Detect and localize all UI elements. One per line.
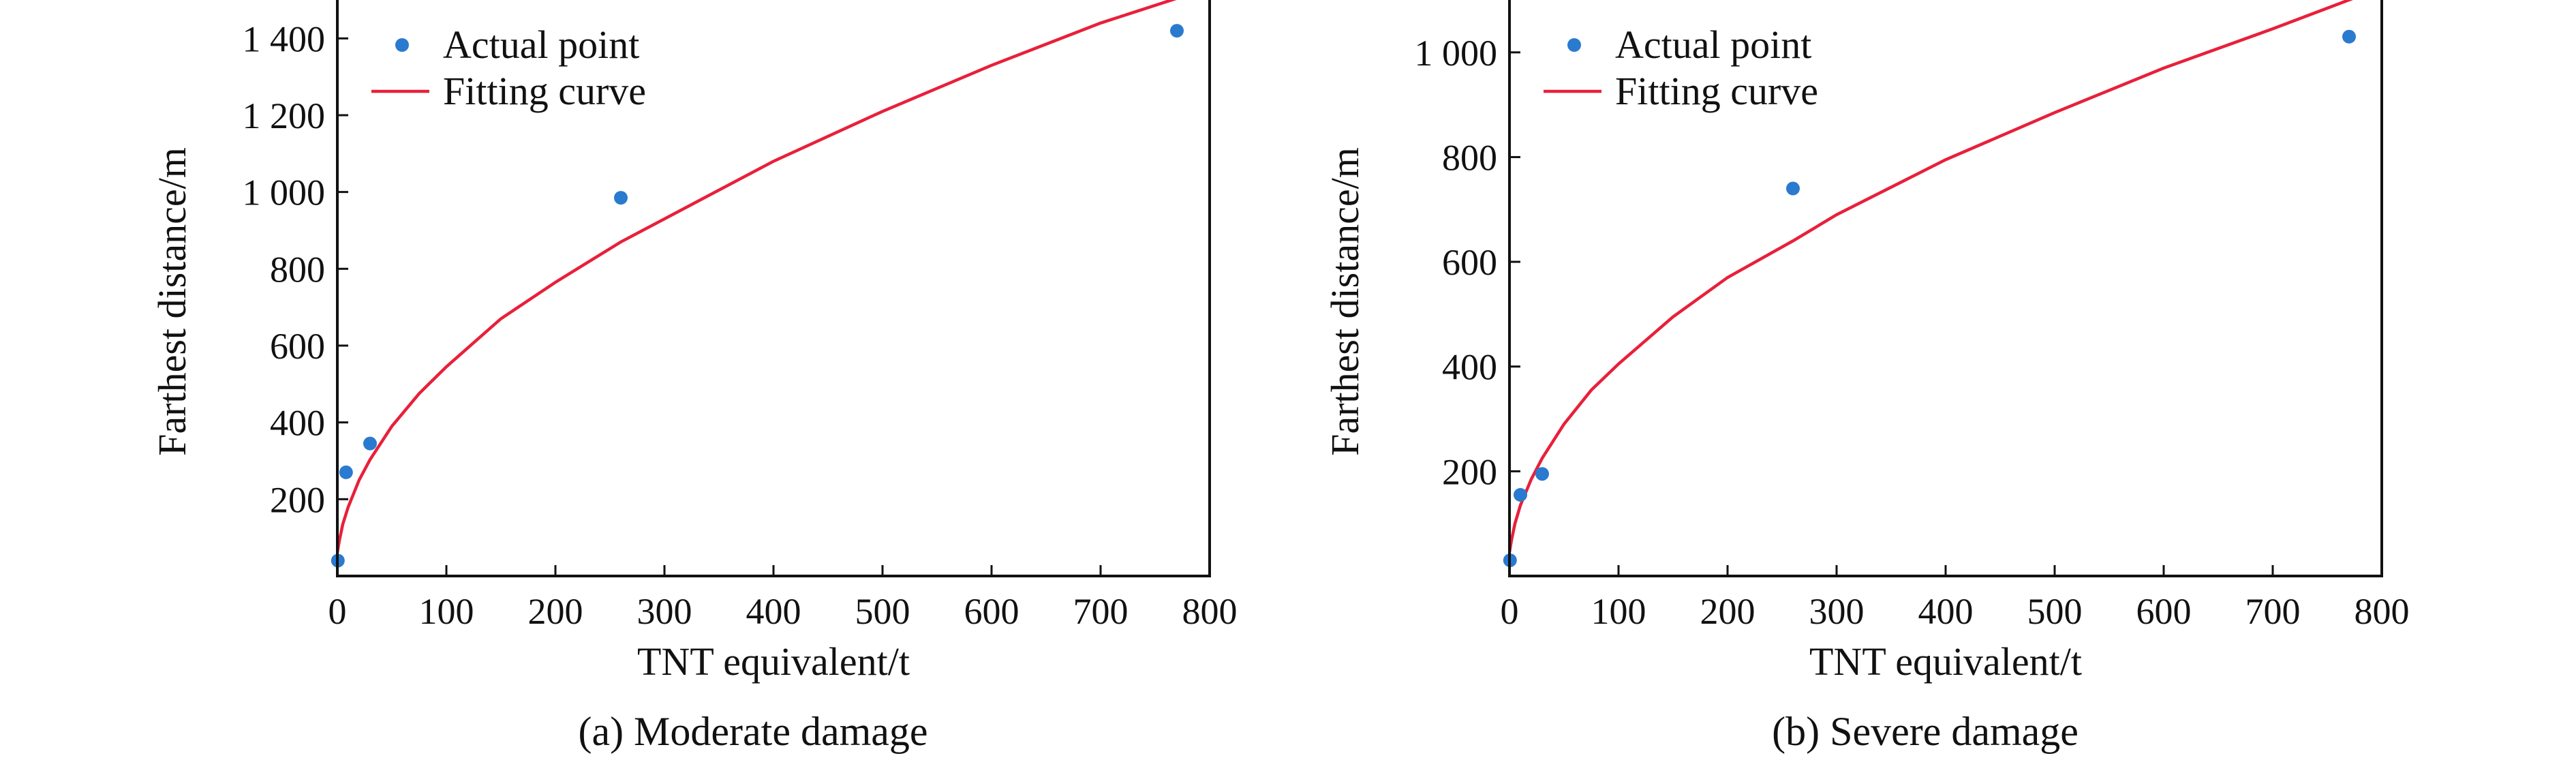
plot-frame bbox=[1508, 0, 2383, 577]
y-tick-label: 1 000 bbox=[1415, 33, 1498, 74]
x-tick-label: 700 bbox=[2245, 591, 2301, 632]
legend-point-marker bbox=[395, 38, 409, 52]
x-tick-label: 600 bbox=[964, 591, 1019, 632]
legend-point-marker bbox=[1567, 38, 1581, 52]
x-tick-label: 400 bbox=[1918, 591, 1974, 632]
x-tick-label: 300 bbox=[1809, 591, 1865, 632]
legend-label-fitting-curve: Fitting curve bbox=[1615, 69, 1818, 113]
x-tick-label: 100 bbox=[1591, 591, 1646, 632]
fitting-curve-line bbox=[1509, 0, 2353, 553]
actual-point bbox=[614, 191, 628, 205]
actual-point bbox=[1786, 181, 1800, 196]
x-axis-title: TNT equivalent/t bbox=[1809, 639, 2082, 684]
x-tick-label: 800 bbox=[2355, 591, 2410, 632]
actual-point bbox=[1170, 24, 1184, 38]
actual-point bbox=[363, 436, 377, 451]
chart-moderate-damage: 0 100 200 300 400 500 600 700 800 200 400 600 800 1 0… bbox=[150, 0, 1238, 754]
fitting-curve-line bbox=[337, 0, 1177, 554]
y-tick-label: 600 bbox=[1442, 242, 1497, 283]
y-tick-label: 1 400 bbox=[243, 18, 326, 59]
chart-caption: (b) Severe damage bbox=[1772, 709, 2079, 754]
x-tick-label: 0 bbox=[1501, 591, 1519, 632]
x-tick-label: 0 bbox=[328, 591, 347, 632]
legend-label-actual-point: Actual point bbox=[443, 22, 639, 67]
x-tick-label: 200 bbox=[1700, 591, 1755, 632]
x-axis-title: TNT equivalent/t bbox=[637, 639, 910, 684]
chart-severe-damage: 0 100 200 300 400 500 600 700 800 200 400 600 800 1 0… bbox=[1323, 0, 2410, 754]
x-tick-label: 400 bbox=[746, 591, 801, 632]
actual-point bbox=[1535, 467, 1549, 481]
x-tick-label: 300 bbox=[637, 591, 692, 632]
y-tick-label: 400 bbox=[1442, 347, 1497, 388]
y-tick-label: 400 bbox=[270, 403, 325, 444]
y-tick-label: 600 bbox=[270, 326, 325, 367]
y-tick-label: 800 bbox=[270, 249, 325, 290]
x-tick-label: 200 bbox=[528, 591, 583, 632]
y-tick-label: 1 000 bbox=[243, 172, 326, 213]
y-tick-label: 800 bbox=[1442, 137, 1497, 178]
legend-label-fitting-curve: Fitting curve bbox=[443, 69, 646, 113]
y-tick-label: 200 bbox=[270, 479, 325, 520]
y-tick-label: 1 200 bbox=[243, 95, 326, 136]
y-axis-title: Farthest distance/m bbox=[150, 147, 194, 456]
legend-label-actual-point: Actual point bbox=[1615, 22, 1811, 67]
x-tick-label: 600 bbox=[2136, 591, 2192, 632]
x-tick-label: 100 bbox=[419, 591, 474, 632]
y-tick-label: 200 bbox=[1442, 451, 1497, 492]
actual-point bbox=[339, 465, 353, 479]
chart-caption: (a) Moderate damage bbox=[578, 709, 927, 754]
x-tick-label: 700 bbox=[1073, 591, 1129, 632]
actual-point bbox=[2342, 29, 2356, 44]
y-axis-title: Farthest distance/m bbox=[1323, 147, 1367, 456]
plot-frame bbox=[336, 0, 1211, 577]
actual-point bbox=[1514, 487, 1527, 502]
x-tick-label: 800 bbox=[1182, 591, 1238, 632]
x-tick-label: 500 bbox=[2027, 591, 2083, 632]
x-tick-label: 500 bbox=[855, 591, 910, 632]
